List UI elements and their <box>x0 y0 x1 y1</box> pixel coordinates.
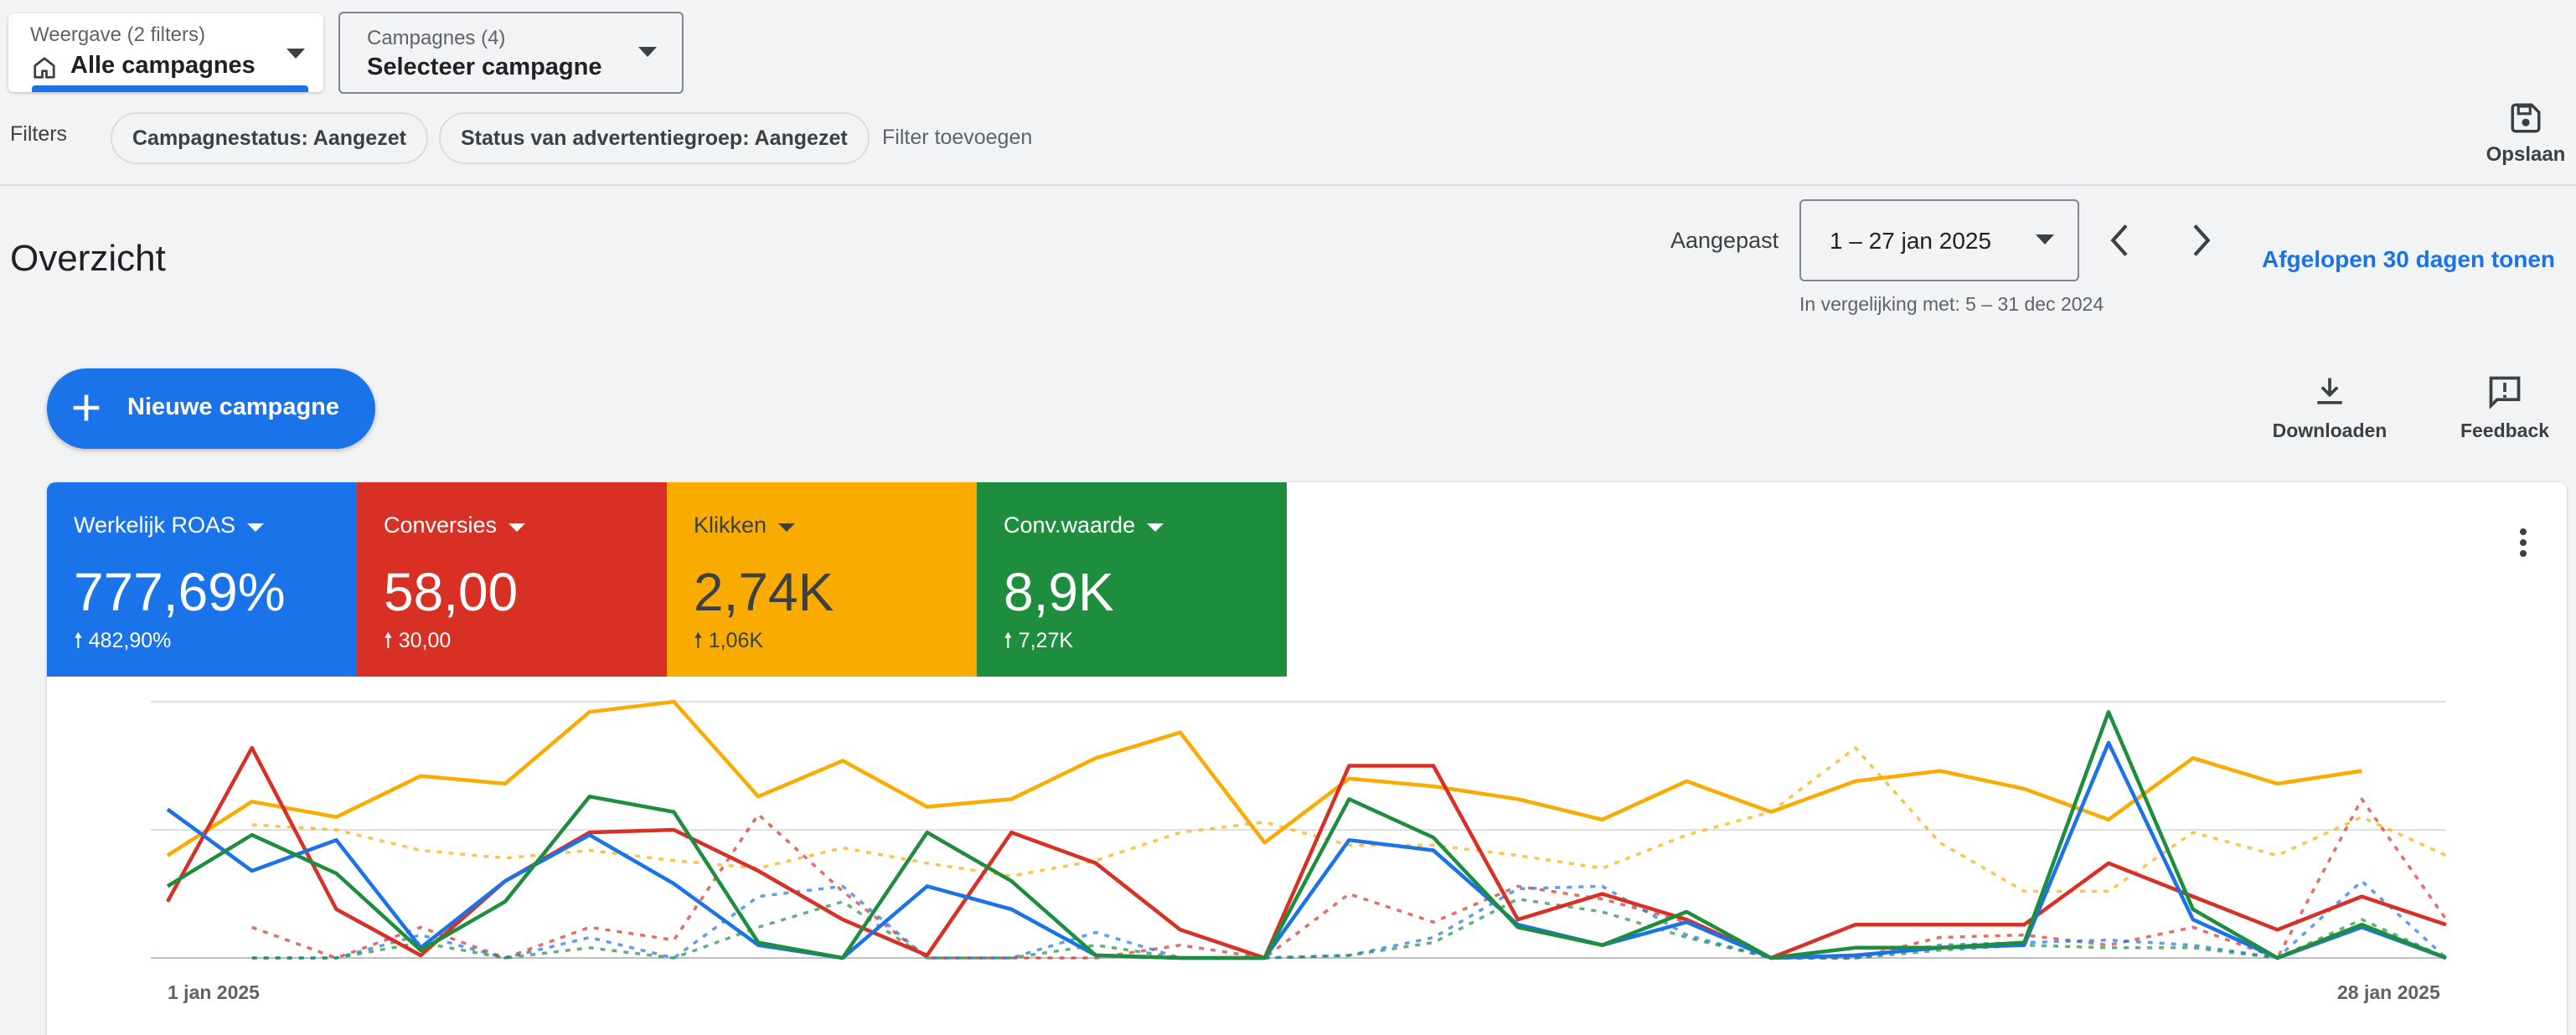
metric-tile-roas[interactable]: Werkelijk ROAS 777,69% 🠕 482,90% <box>47 482 357 677</box>
more-options-icon[interactable] <box>2518 528 2528 562</box>
caret-down-icon[interactable] <box>1147 513 1164 539</box>
arrow-up-icon: 🠕 <box>74 629 83 652</box>
series-line-conversies-comparison <box>251 797 2448 960</box>
view-selector-label: Weergave (2 filters) <box>30 23 205 46</box>
filters-label: Filters <box>10 122 68 146</box>
metric-value: 8,9K <box>1004 562 1114 622</box>
new-campaign-button[interactable]: Nieuwe campagne <box>47 368 375 449</box>
feedback-label: Feedback <box>2460 420 2550 441</box>
caret-down-icon <box>2036 234 2054 250</box>
arrow-up-icon: 🠕 <box>384 629 393 652</box>
save-icon <box>2508 103 2543 139</box>
metric-delta: 7,27K <box>1018 629 1074 652</box>
metric-delta: 1,06K <box>708 629 764 652</box>
comparison-text: In vergelijking met: 5 – 31 dec 2024 <box>1799 293 2104 315</box>
series-line-werkelijk-roas <box>166 740 2447 960</box>
chevron-right-icon[interactable] <box>2183 219 2218 265</box>
feedback-button[interactable]: Feedback <box>2446 373 2563 442</box>
x-axis-end-label: 28 jan 2025 <box>2337 981 2440 1003</box>
series-line-werkelijk-roas-comparison <box>251 879 2448 960</box>
series-line-klikken <box>166 699 2362 857</box>
download-button[interactable]: Downloaden <box>2267 373 2393 442</box>
metric-name: Klikken <box>694 512 767 538</box>
metric-tile-conv-value[interactable]: Conv.waarde 8,9K 🠕 7,27K <box>977 482 1287 677</box>
filter-chip-adgroup-status[interactable]: Status van advertentiegroep: Aangezet <box>439 112 870 164</box>
save-label: Opslaan <box>2486 143 2566 166</box>
caret-down-icon[interactable] <box>508 513 526 539</box>
page-title: Overzicht <box>10 238 166 279</box>
campaign-selector[interactable]: Campagnes (4) Selecteer campagne <box>338 12 684 94</box>
download-icon <box>2311 378 2348 414</box>
metric-name: Conversies <box>384 512 498 538</box>
metric-delta: 30,00 <box>398 629 452 652</box>
x-axis-start-label: 1 jan 2025 <box>168 981 260 1003</box>
metric-tile-conversions[interactable]: Conversies 58,00 🠕 30,00 <box>357 482 667 677</box>
metric-tile-clicks[interactable]: Klikken 2,74K 🠕 1,06K <box>667 482 977 677</box>
metric-name: Conv.waarde <box>1004 512 1136 538</box>
caret-down-icon[interactable] <box>778 513 796 539</box>
date-range-type: Aangepast <box>1670 228 1779 253</box>
add-filter-button[interactable]: Filter toevoegen <box>882 126 1033 149</box>
arrow-up-icon: 🠕 <box>694 629 703 652</box>
home-icon <box>32 55 57 85</box>
plus-icon <box>67 389 106 431</box>
campaign-selector-value: Selecteer campagne <box>367 54 602 80</box>
caret-down-icon <box>638 47 657 63</box>
view-selector[interactable]: Weergave (2 filters) Alle campagnes <box>8 13 323 92</box>
filter-chip-campaign-status[interactable]: Campagnestatus: Aangezet <box>111 112 428 164</box>
divider <box>0 184 2576 186</box>
metric-value: 58,00 <box>384 562 519 622</box>
chevron-left-icon[interactable] <box>2103 219 2138 265</box>
view-selector-value: Alle campagnes <box>70 52 256 79</box>
line-chart <box>151 699 2448 960</box>
new-campaign-label: Nieuwe campagne <box>127 394 340 420</box>
campaign-selector-label: Campagnes (4) <box>367 27 506 49</box>
last-30-days-link[interactable]: Afgelopen 30 dagen tonen <box>2262 246 2556 272</box>
series-line-conv-waarde <box>166 709 2447 960</box>
active-indicator <box>32 85 308 92</box>
date-range-value: 1 – 27 jan 2025 <box>1830 228 1992 254</box>
date-range-picker[interactable]: 1 – 27 jan 2025 <box>1799 199 2079 281</box>
series-line-klikken-comparison <box>251 746 2447 893</box>
metric-value: 777,69% <box>74 562 286 622</box>
caret-down-icon[interactable] <box>247 513 265 539</box>
caret-down-icon <box>287 49 305 64</box>
metrics-card: Werkelijk ROAS 777,69% 🠕 482,90% Convers… <box>47 482 2567 1035</box>
download-label: Downloaden <box>2272 420 2388 441</box>
metric-name: Werkelijk ROAS <box>74 512 236 538</box>
metric-delta: 482,90% <box>88 629 172 652</box>
save-button[interactable]: Opslaan <box>2480 100 2572 167</box>
series-line-conv-waarde-comparison <box>251 897 2447 960</box>
metric-value: 2,74K <box>694 562 834 622</box>
arrow-up-icon: 🠕 <box>1004 629 1013 652</box>
feedback-icon <box>2486 376 2523 414</box>
